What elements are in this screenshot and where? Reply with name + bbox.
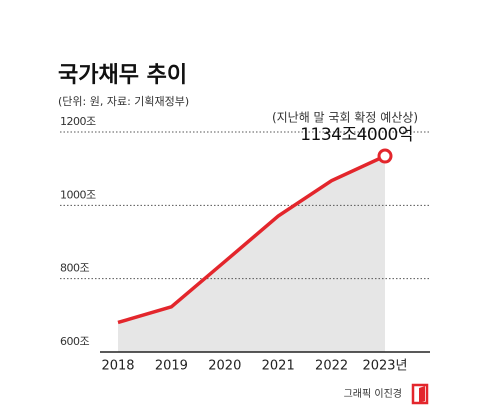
y-tick-label: 1200조 [60,115,96,128]
x-tick-label: 2020 [208,359,241,374]
x-tick-label: 2021 [262,359,295,374]
credit: 그래픽 이진경 [344,387,402,400]
chart-subtitle: (단위: 원, 자료: 기획재정부) [58,95,189,108]
x-tick-label: 2018 [101,359,134,374]
y-tick-label: 1000조 [60,188,96,201]
x-tick-label: 2022 [315,359,348,374]
y-tick-label: 800조 [60,262,89,275]
chart-title: 국가채무 추이 [58,63,187,88]
logo [411,383,429,405]
value-label: 1134조4000억 [300,125,413,145]
annotation: (지난해 말 국회 확정 예산상) [272,111,418,125]
x-tick-label: 2023년 [362,359,407,374]
y-tick-label: 600조 [60,335,89,348]
end-marker [377,148,393,164]
x-tick-label: 2019 [155,359,188,374]
area [118,156,385,352]
line [117,154,386,325]
